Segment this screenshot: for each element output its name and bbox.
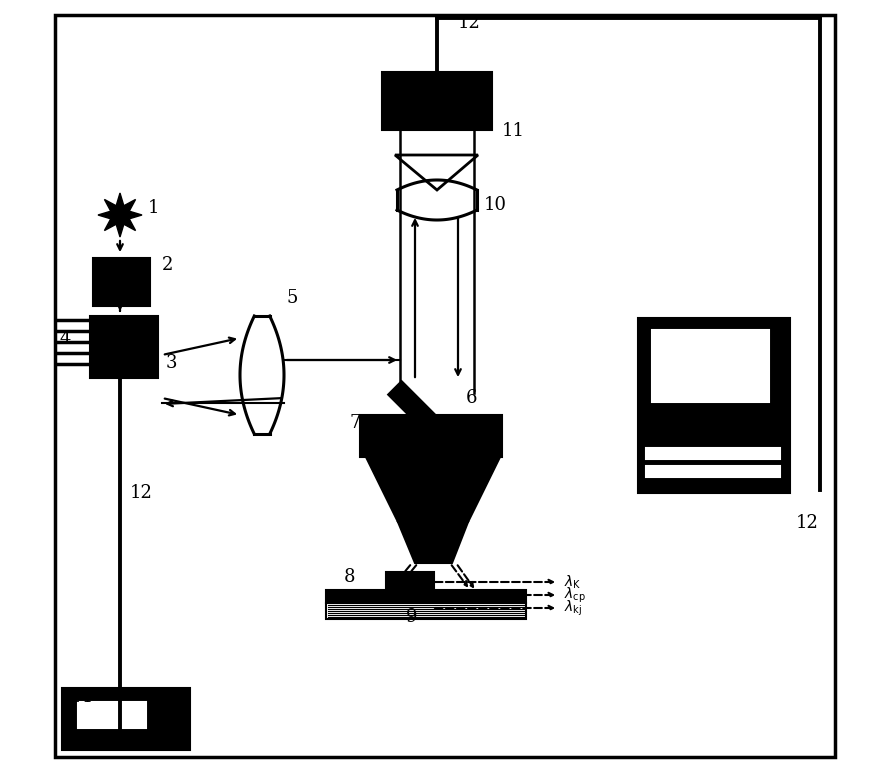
Text: 5: 5 [287,289,299,307]
Bar [638,318,790,493]
Text: 8: 8 [344,568,355,586]
Text: 1: 1 [148,199,159,217]
Bar [386,572,434,588]
Polygon shape [388,381,476,469]
Text: 12: 12 [796,514,819,532]
Text: 10: 10 [484,196,507,214]
Text: 11: 11 [502,122,525,140]
Bar [93,258,150,306]
Bar [360,415,502,457]
Bar [646,448,780,459]
Bar [646,466,780,477]
Text: 14: 14 [70,688,93,706]
Text: 6: 6 [466,389,478,407]
Bar [326,603,526,619]
Text: 7: 7 [350,414,361,432]
Text: 2: 2 [162,256,174,274]
Text: $\lambda_{\rm cp}$: $\lambda_{\rm cp}$ [564,585,586,604]
Bar [90,316,158,378]
Text: 3: 3 [166,354,177,372]
Bar [652,330,769,402]
Text: $\lambda_{\rm kj}$: $\lambda_{\rm kj}$ [564,598,582,618]
Text: $\lambda_{\rm K}$: $\lambda_{\rm K}$ [564,574,581,591]
Bar [55,15,835,757]
Bar [382,72,492,130]
Text: 13: 13 [698,428,721,446]
Polygon shape [366,457,500,522]
Bar [62,688,190,750]
Bar [78,702,146,728]
Text: 12: 12 [130,484,153,502]
Text: 12: 12 [458,14,481,32]
Text: 4: 4 [60,330,72,348]
Polygon shape [98,193,142,237]
Polygon shape [398,522,468,563]
Bar [326,590,526,603]
Text: 9: 9 [406,608,417,626]
